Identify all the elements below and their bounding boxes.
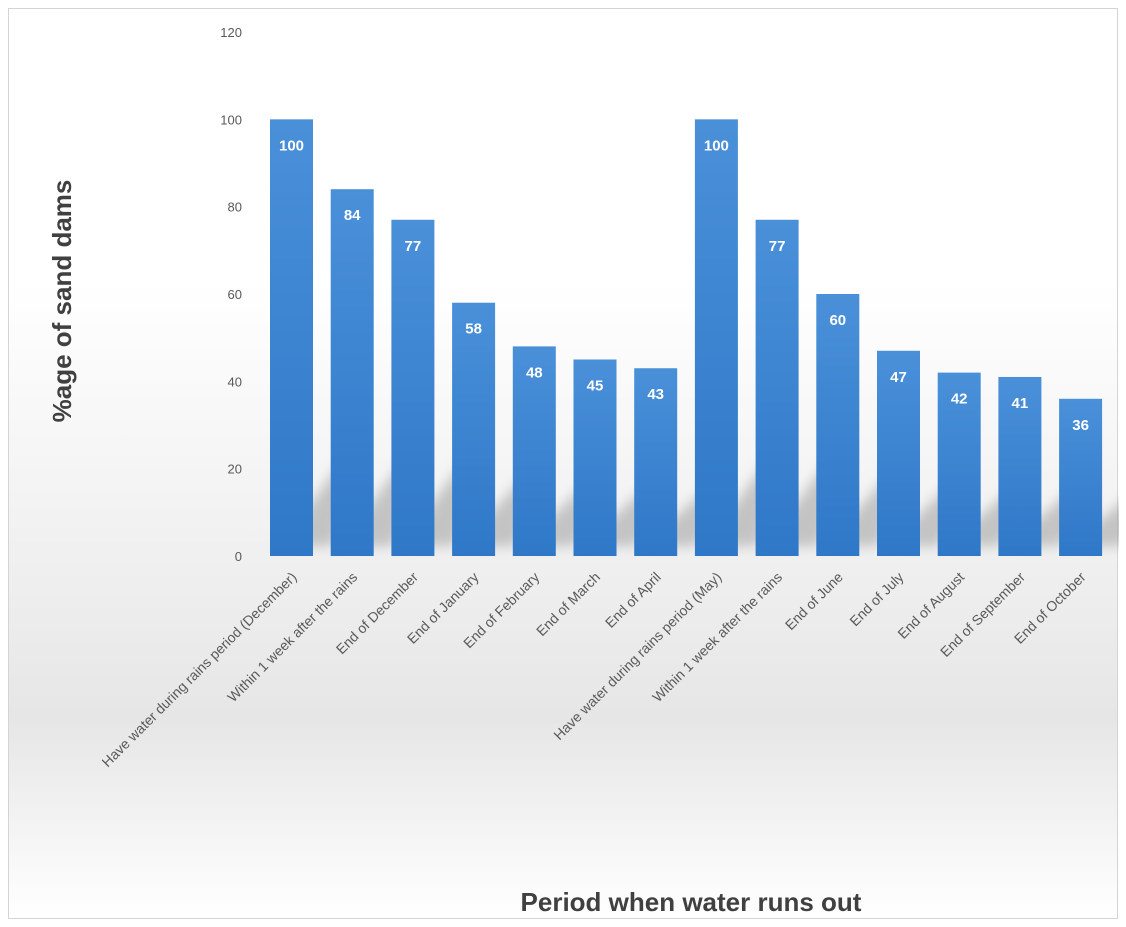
bar xyxy=(694,119,738,556)
bar xyxy=(452,302,496,556)
data-label: 45 xyxy=(587,378,604,395)
bar xyxy=(877,350,920,556)
data-label: 43 xyxy=(647,386,664,403)
y-tick-label: 0 xyxy=(235,549,242,564)
bars xyxy=(270,119,1103,556)
data-label: 84 xyxy=(344,207,361,224)
y-tick-label: 40 xyxy=(228,374,242,389)
bar xyxy=(512,346,556,556)
bar xyxy=(330,189,374,556)
y-tick-label: 120 xyxy=(220,25,242,40)
data-labels: 100 84 77 58 48 45 43 100 77 60 47 42 41 36 xyxy=(279,137,1089,433)
x-axis-labels: Have water during rains period (December… xyxy=(98,569,1088,770)
data-label: 60 xyxy=(829,312,846,329)
data-label: 47 xyxy=(890,369,907,386)
x-tick-label: End of April xyxy=(602,569,664,631)
x-tick-label: End of July xyxy=(846,569,906,629)
bar xyxy=(755,219,799,556)
y-axis-ticks: 0 20 40 60 80 100 120 xyxy=(220,25,242,564)
data-label: 58 xyxy=(465,321,482,338)
bar xyxy=(270,119,313,556)
y-tick-label: 80 xyxy=(228,200,242,215)
bar xyxy=(573,359,617,556)
data-label: 77 xyxy=(405,238,422,255)
x-tick-label: Within 1 week after the rains xyxy=(224,569,360,705)
bar xyxy=(391,219,435,556)
x-tick-label: Within 1 week after the rains xyxy=(649,569,785,705)
chart-frame: 0 20 40 60 80 100 120 100 84 77 58 48 45 43 100 77 60 47… xyxy=(8,8,1119,919)
x-axis-title: Period when water runs out xyxy=(521,887,862,917)
data-label: 100 xyxy=(704,137,729,154)
bar xyxy=(1059,398,1103,556)
y-axis-title: %age of sand dams xyxy=(47,180,77,423)
y-tick-label: 20 xyxy=(228,462,242,477)
bar xyxy=(816,294,860,556)
bar xyxy=(937,372,981,556)
data-label: 42 xyxy=(951,391,968,408)
bar xyxy=(634,368,678,556)
data-label: 36 xyxy=(1072,417,1089,434)
data-label: 41 xyxy=(1012,395,1029,412)
y-tick-label: 100 xyxy=(220,112,242,127)
data-label: 77 xyxy=(769,238,786,255)
data-label: 48 xyxy=(526,364,543,381)
bar xyxy=(998,376,1042,556)
y-tick-label: 60 xyxy=(228,287,242,302)
x-tick-label: End of March xyxy=(533,569,603,639)
x-tick-label: End of June xyxy=(782,569,846,633)
data-label: 100 xyxy=(279,137,304,154)
bar-chart: 0 20 40 60 80 100 120 100 84 77 58 48 45 43 100 77 60 47… xyxy=(47,25,1119,917)
